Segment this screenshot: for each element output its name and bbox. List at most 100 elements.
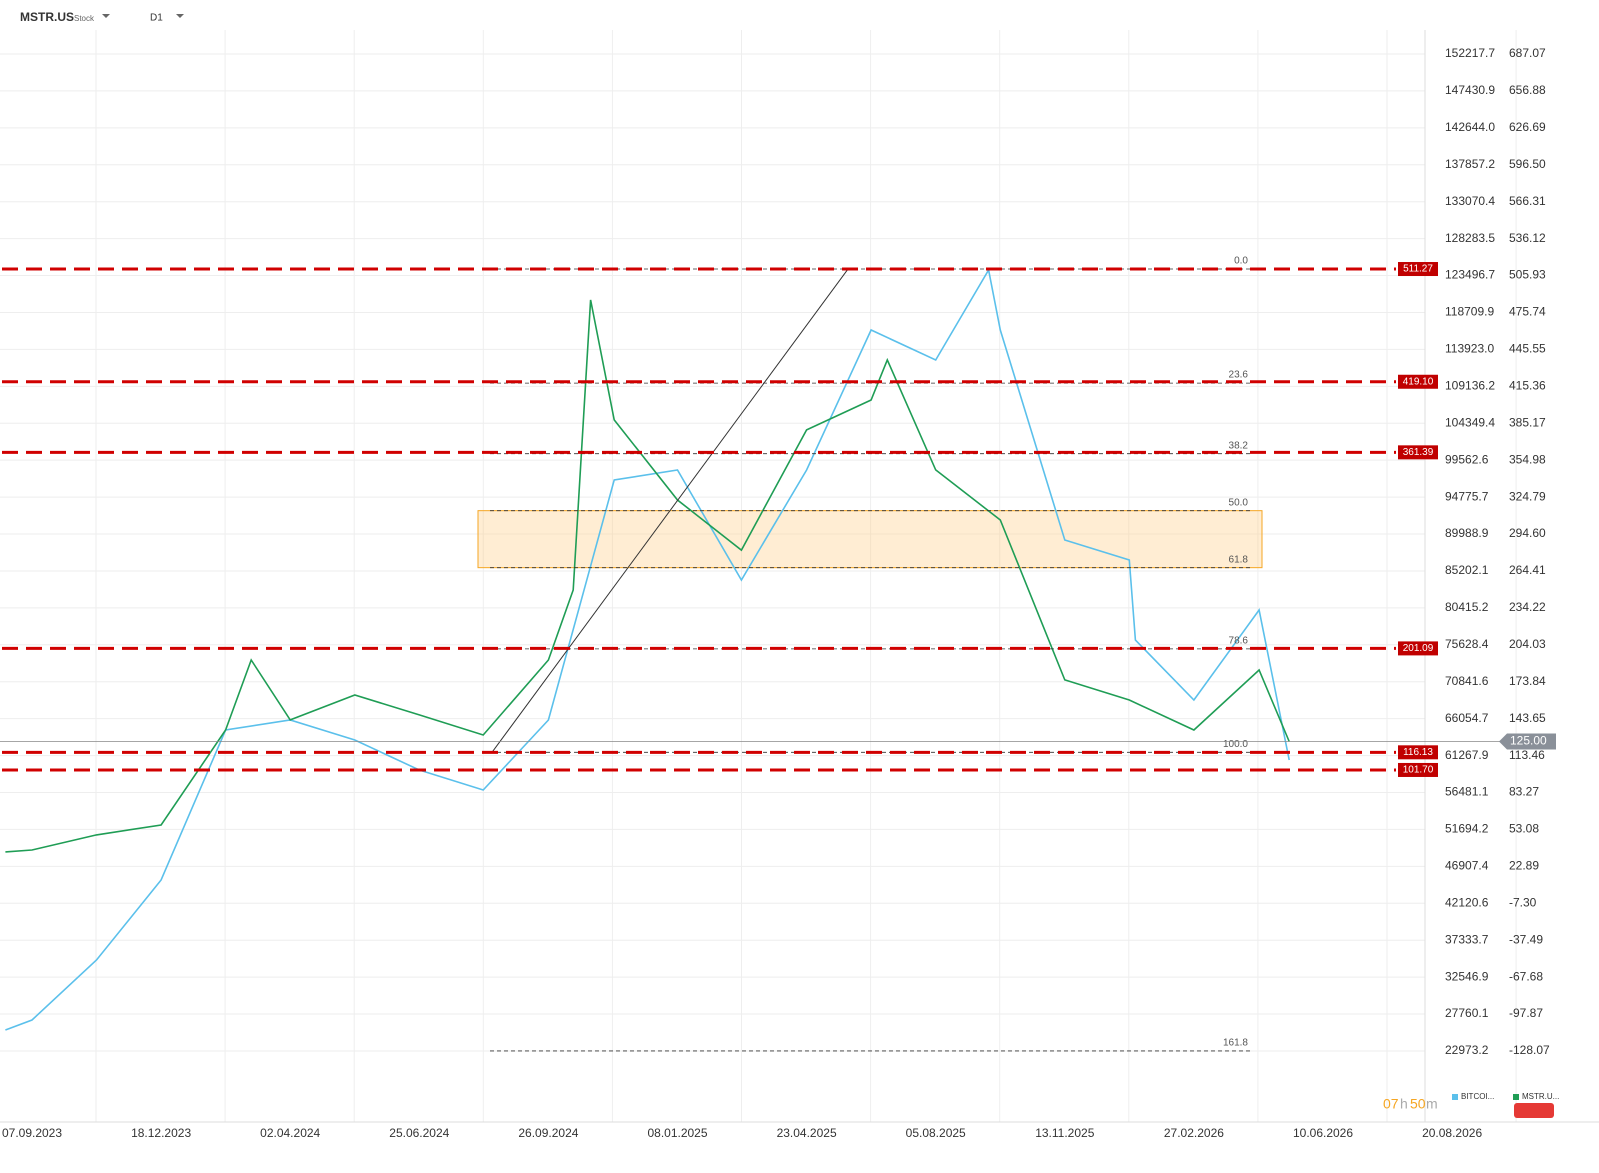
y2-tick-label: 94775.7 [1445, 489, 1489, 503]
y-tick-label: 596.50 [1509, 157, 1546, 171]
y2-tick-label: 89988.9 [1445, 526, 1489, 540]
y-tick-label: 264.41 [1509, 563, 1546, 577]
y-tick-label: 415.36 [1509, 378, 1546, 392]
price-level-label: 511.27 [1403, 264, 1433, 275]
y-tick-label: 294.60 [1509, 526, 1546, 540]
y2-tick-label: 27760.1 [1445, 1006, 1489, 1020]
fib-label: 78.6 [1229, 636, 1249, 647]
fib-label: 100.0 [1223, 739, 1248, 750]
x-tick-label: 02.04.2024 [260, 1126, 320, 1140]
price-level-label: 361.39 [1403, 447, 1434, 458]
fib-label: 38.2 [1229, 440, 1249, 451]
x-tick-label: 26.09.2024 [518, 1126, 578, 1140]
y2-tick-label: 75628.4 [1445, 637, 1489, 651]
legend-swatch [1513, 1094, 1519, 1100]
symbol[interactable]: MSTR.US [20, 10, 74, 24]
trend-line [491, 268, 849, 753]
timer-minutes: 50 [1410, 1096, 1426, 1112]
fib-label: 161.8 [1223, 1038, 1248, 1049]
x-tick-label: 07.09.2023 [2, 1126, 62, 1140]
y-tick-label: 234.22 [1509, 600, 1546, 614]
x-tick-label: 23.04.2025 [777, 1126, 837, 1140]
price-level-badge [1398, 745, 1438, 760]
y2-tick-label: 46907.4 [1445, 859, 1489, 873]
y-tick-label: 143.65 [1509, 711, 1546, 725]
legend-swatch [1452, 1094, 1458, 1100]
y-tick-label: 324.79 [1509, 489, 1546, 503]
timer-hours: 07 [1383, 1096, 1399, 1112]
y-tick-label: 22.89 [1509, 859, 1539, 873]
y2-tick-label: 104349.4 [1445, 415, 1495, 429]
x-tick-label: 05.08.2025 [906, 1126, 966, 1140]
y-tick-label: -97.87 [1509, 1006, 1543, 1020]
y-tick-label: 385.17 [1509, 415, 1546, 429]
y2-tick-label: 123496.7 [1445, 268, 1495, 282]
y2-tick-label: 152217.7 [1445, 46, 1495, 60]
price-level-label: 201.09 [1403, 643, 1434, 654]
y-tick-label: 505.93 [1509, 268, 1546, 282]
symbol-dropdown[interactable] [102, 14, 110, 18]
y2-tick-label: 70841.6 [1445, 674, 1489, 688]
price-level-badge [1398, 762, 1438, 777]
y2-tick-label: 56481.1 [1445, 785, 1489, 799]
price-level-badge [1398, 374, 1438, 389]
series-line [5, 267, 1290, 1031]
y2-tick-label: 128283.5 [1445, 231, 1495, 245]
instrument-type: Stock [74, 14, 95, 23]
y-tick-label: 475.74 [1509, 305, 1546, 319]
price-level-badge [1398, 445, 1438, 460]
y-tick-label: 566.31 [1509, 194, 1546, 208]
y-tick-label: 53.08 [1509, 822, 1539, 836]
legend-label[interactable]: BITCOI... [1461, 1092, 1494, 1101]
y2-tick-label: 61267.9 [1445, 748, 1489, 762]
y2-tick-label: 109136.2 [1445, 379, 1495, 393]
y2-tick-label: 147430.9 [1445, 83, 1495, 97]
y2-tick-label: 99562.6 [1445, 452, 1489, 466]
timer-unit: h [1400, 1096, 1408, 1112]
y2-tick-label: 113923.0 [1445, 342, 1494, 356]
y2-tick-label: 133070.4 [1445, 194, 1495, 208]
price-level-badge [1398, 641, 1438, 656]
y-tick-label: -7.30 [1509, 895, 1537, 909]
price-level-label: 101.70 [1403, 765, 1434, 776]
x-tick-label: 25.06.2024 [389, 1126, 449, 1140]
legend-label[interactable]: MSTR.U... [1522, 1092, 1559, 1101]
trade-button[interactable] [1514, 1103, 1554, 1118]
fib-label: 0.0 [1234, 256, 1248, 267]
x-tick-label: 10.06.2026 [1293, 1126, 1353, 1140]
y2-tick-label: 66054.7 [1445, 711, 1489, 725]
y2-tick-label: 42120.6 [1445, 895, 1489, 909]
y-tick-label: -67.68 [1509, 969, 1543, 983]
price-level-label: 116.13 [1403, 747, 1433, 758]
y2-tick-label: 51694.2 [1445, 822, 1489, 836]
interval[interactable]: D1 [150, 13, 163, 24]
y2-tick-label: 137857.2 [1445, 157, 1495, 171]
y-tick-label: 445.55 [1509, 342, 1546, 356]
price-level-label: 419.10 [1403, 376, 1434, 387]
current-price-badge [1499, 733, 1556, 750]
y-tick-label: 536.12 [1509, 231, 1546, 245]
y2-tick-label: 32546.9 [1445, 969, 1489, 983]
y-tick-label: -37.49 [1509, 932, 1543, 946]
y-tick-label: -128.07 [1509, 1043, 1550, 1057]
y2-tick-label: 22973.2 [1445, 1043, 1489, 1057]
x-tick-label: 18.12.2023 [131, 1126, 191, 1140]
y-tick-label: 626.69 [1509, 120, 1546, 134]
current-price-label: 125.00 [1510, 734, 1547, 748]
price-level-badge [1398, 262, 1438, 277]
y-tick-label: 83.27 [1509, 785, 1539, 799]
y-tick-label: 173.84 [1509, 674, 1546, 688]
y2-tick-label: 142644.0 [1445, 120, 1495, 134]
y-tick-label: 204.03 [1509, 637, 1546, 651]
fib-label: 23.6 [1229, 370, 1249, 381]
y2-tick-label: 85202.1 [1445, 563, 1489, 577]
interval-dropdown[interactable] [176, 14, 184, 18]
supply-zone [477, 510, 1263, 569]
timer-unit: m [1426, 1096, 1438, 1112]
y2-tick-label: 80415.2 [1445, 600, 1489, 614]
series-line [5, 299, 1290, 853]
y-tick-label: 113.46 [1509, 748, 1545, 762]
y-tick-label: 354.98 [1509, 452, 1546, 466]
